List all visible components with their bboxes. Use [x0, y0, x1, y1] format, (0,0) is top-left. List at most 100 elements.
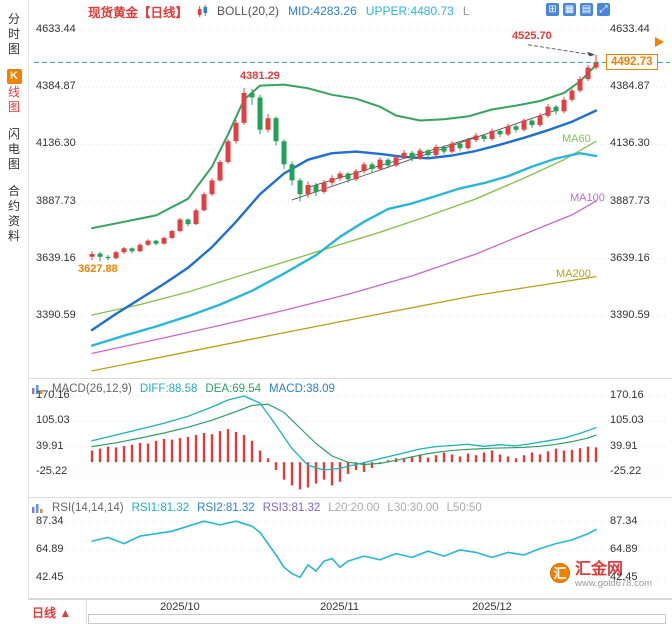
period-selector[interactable]: 日线 ▲ — [32, 604, 71, 621]
boll-mid-line — [90, 109, 598, 332]
grid-layout-icon[interactable]: ⊞ — [546, 3, 559, 16]
macd-axis-label-left: -25.22 — [36, 465, 68, 478]
price-axis-label-left: 3390.59 — [36, 309, 76, 322]
sidebar-item-label: 线图 — [7, 85, 20, 114]
price-axis-label-right: 3639.16 — [610, 251, 650, 264]
boll-upper-line — [91, 64, 597, 230]
boll-mid-value: MID:4283.26 — [288, 4, 357, 18]
sidebar: 分时图 K 线图 闪电图 合约资料 — [0, 0, 29, 624]
macd-indicator-icon[interactable] — [31, 383, 44, 395]
macd-axis-label-right: 105.03 — [610, 414, 644, 427]
macd-header: MACD(26,12,9) DIFF:88.58 DEA:69.54 MACD:… — [31, 383, 335, 395]
last-price-tag: 4492.73 — [606, 54, 658, 70]
macd-axis-label-right: -25.22 — [610, 465, 642, 478]
sidebar-item-time-chart[interactable]: 分时图 — [0, 12, 28, 57]
period-cell — [28, 600, 87, 624]
rsi-params: RSI(14,14,14) — [52, 502, 124, 514]
price-axis-label-left: 4384.87 — [36, 80, 76, 93]
macd-axis-label-left: 39.91 — [36, 439, 64, 452]
rsi-axis-label-right: 64.89 — [610, 543, 638, 555]
macd-diff-value: DIFF:88.58 — [139, 383, 198, 395]
low-price-annotation: 3627.88 — [78, 263, 118, 275]
rsi-indicator-icon[interactable] — [31, 502, 44, 514]
peak-price-annotation: 4381.29 — [240, 70, 280, 82]
ma60-line — [91, 140, 597, 316]
trendline-2 — [307, 136, 477, 188]
macd-histogram — [90, 429, 598, 490]
price-axis-label-right: 3887.73 — [610, 194, 650, 207]
price-axis-label-left: 3887.73 — [36, 194, 76, 207]
watermark-name: 汇金网 — [575, 561, 624, 578]
high-pointer-arrow — [587, 51, 595, 57]
main-chart-canvas[interactable] — [28, 20, 672, 377]
boll-lower-line — [90, 151, 598, 347]
panel-separator — [28, 598, 672, 599]
price-axis-label-right: 4633.44 — [610, 23, 650, 35]
macd-diff-line — [91, 395, 597, 471]
boll-lower-truncated: L — [462, 4, 470, 18]
watermark-url: www.gold678.com — [575, 578, 653, 589]
rsi-l30-value: L30:30.00 — [387, 502, 439, 514]
header-toolbar: ⊞ ▦ ▤ ⤢ — [546, 3, 610, 16]
rsi-l50-value: L50:50 — [446, 502, 482, 514]
timeline-scrollbar[interactable] — [88, 614, 666, 624]
watermark: 汇 汇金网 www.gold678.com — [550, 561, 652, 589]
sidebar-item-label: 合约资料 — [7, 184, 20, 243]
rsi-l20-value: L20:20.00 — [328, 502, 380, 514]
macd-params: MACD(26,12,9) — [52, 383, 132, 395]
multi-panel-icon[interactable]: ▦ — [563, 3, 576, 16]
price-axis-label-right: 4136.30 — [610, 137, 650, 150]
candlestick-series — [89, 54, 599, 262]
ma60-label: MA60 — [562, 133, 591, 145]
trendline-1 — [291, 109, 557, 201]
sidebar-item-kline-chart[interactable]: K 线图 — [0, 69, 28, 115]
high-pointer-line — [527, 44, 593, 56]
rsi-axis-label-left: 87.34 — [36, 515, 64, 527]
price-axis-label-left: 4633.44 — [36, 23, 76, 35]
watermark-logo-icon: 汇 — [550, 563, 570, 583]
k-badge: K — [6, 69, 22, 84]
boll-params: BOLL(20,2) — [217, 4, 280, 18]
price-axis-label-right: 3390.59 — [610, 309, 650, 322]
rsi-axis-label-right: 42.45 — [610, 571, 638, 583]
expand-icon[interactable]: ⤢ — [597, 3, 610, 16]
sidebar-item-label: 闪电图 — [7, 127, 20, 171]
panel-separator — [28, 378, 672, 379]
rsi-header: RSI(14,14,14) RSI1:81.32 RSI2:81.32 RSI3… — [31, 502, 482, 514]
x-axis-date: 2025/11 — [320, 601, 359, 613]
period-arrow-icon: ▲ — [59, 606, 72, 620]
high-price-annotation: 4525.70 — [512, 30, 552, 42]
candlestick-icon[interactable] — [197, 4, 208, 18]
sidebar-item-contract-info[interactable]: 合约资料 — [0, 184, 28, 244]
sidebar-item-lightning-chart[interactable]: 闪电图 — [0, 127, 28, 172]
main-gridlines — [36, 29, 666, 317]
jump-to-latest-arrow[interactable] — [655, 37, 664, 47]
macd-dea-value: DEA:69.54 — [205, 383, 262, 395]
ma200-label: MA200 — [556, 268, 591, 280]
macd-axis-label-left: 170.16 — [36, 389, 70, 401]
rsi1-value: RSI1:81.32 — [131, 502, 190, 514]
macd-dea-line — [91, 403, 597, 466]
price-axis-label-right: 4384.87 — [610, 80, 650, 93]
ma100-label: MA100 — [570, 192, 605, 204]
rsi-axis-label-left: 64.89 — [36, 543, 64, 555]
macd-value: MACD:38.09 — [269, 383, 335, 395]
sidebar-item-label: 分时图 — [7, 12, 20, 56]
price-axis-label-left: 4136.30 — [36, 137, 76, 150]
price-axis-label-left: 3639.16 — [36, 251, 76, 264]
macd-panel-canvas[interactable] — [28, 380, 672, 497]
macd-axis-label-right: 39.91 — [610, 439, 638, 452]
panel-separator — [28, 497, 672, 498]
ma200-line — [91, 275, 597, 372]
bottom-time-bar: 日线 ▲ — [28, 599, 672, 624]
chart-type-icon[interactable]: ▤ — [580, 3, 593, 16]
boll-upper-value: UPPER:4480.73 — [365, 4, 454, 18]
x-axis-date: 2025/10 — [160, 601, 200, 613]
macd-axis-label-left: 105.03 — [36, 414, 70, 427]
rsi2-value: RSI2:81.32 — [197, 502, 255, 514]
chart-header: 现货黄金【日线】 BOLL(20,2) MID:4283.26 UPPER:44… — [88, 3, 470, 20]
symbol-title: 现货黄金【日线】 — [88, 5, 189, 20]
macd-axis-label-right: 170.16 — [610, 389, 644, 401]
rsi-axis-label-right: 87.34 — [610, 515, 638, 527]
